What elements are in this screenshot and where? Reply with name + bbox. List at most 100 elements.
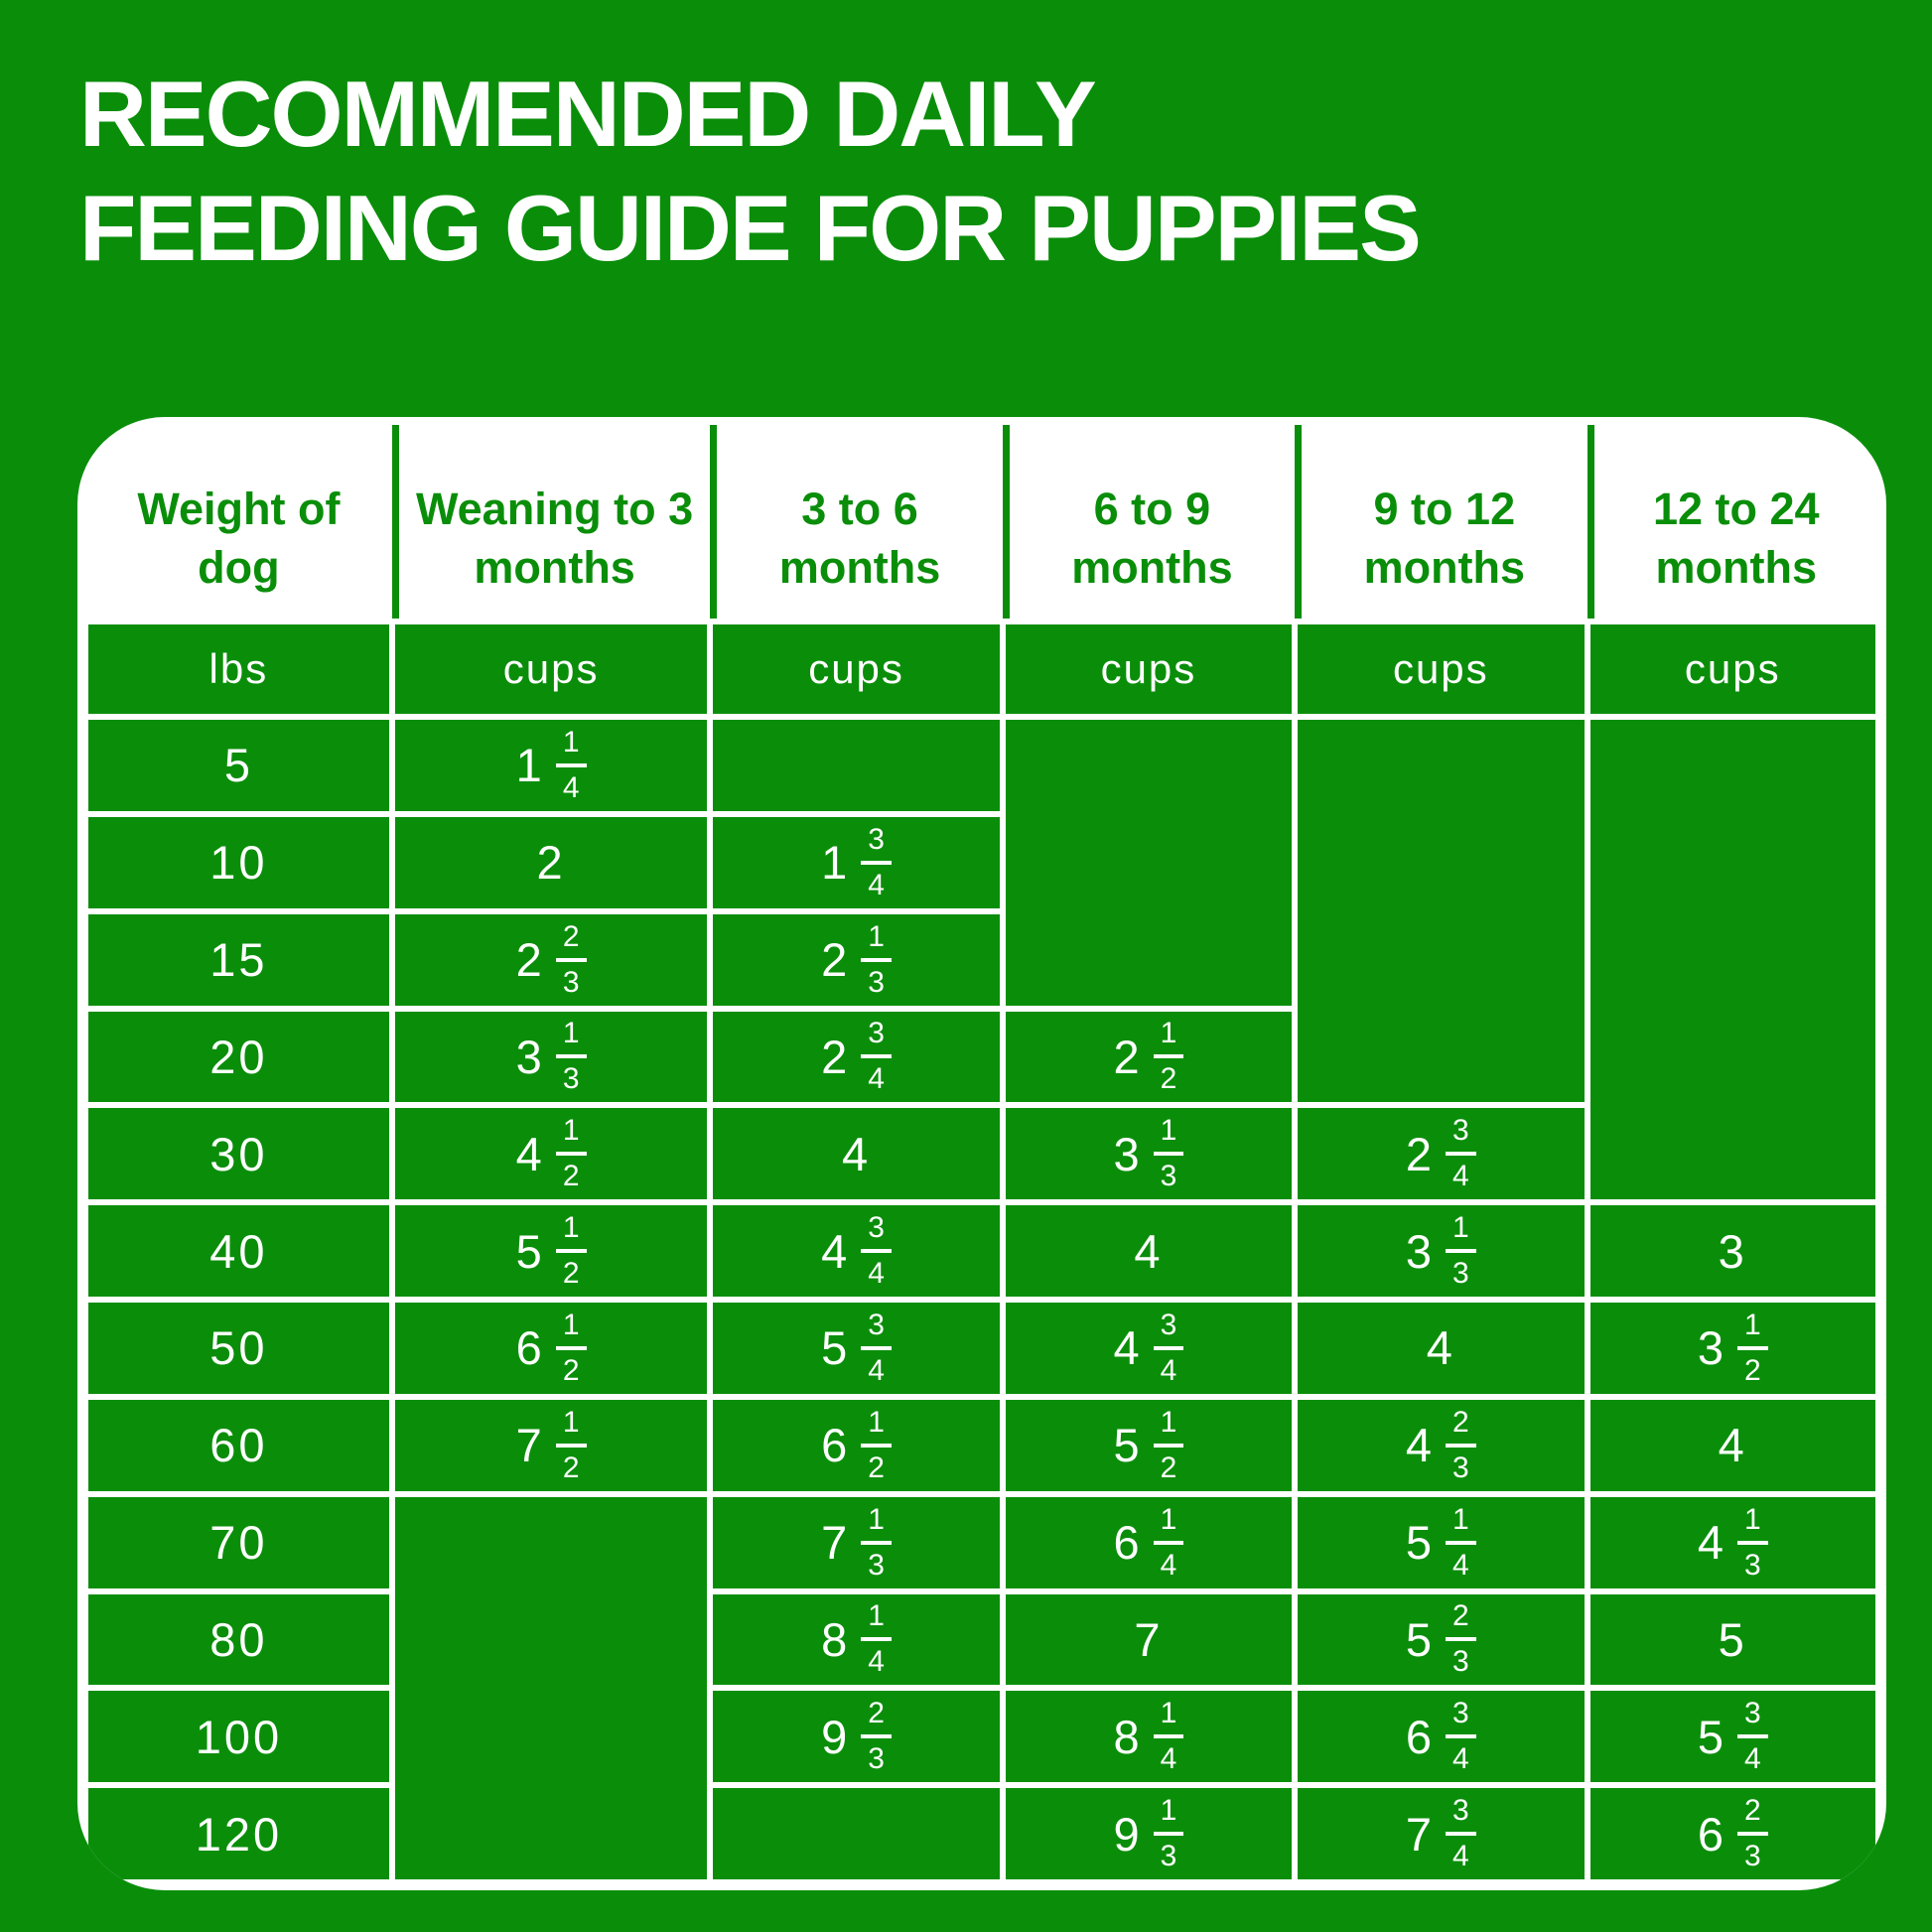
fraction-denominator: 4: [868, 1645, 885, 1679]
column-header-period-3: 6 to 9 months: [1002, 425, 1296, 619]
weight-cell: 60: [88, 1399, 389, 1491]
fraction-numerator: 1: [1153, 1504, 1184, 1545]
fraction-numerator: 3: [1446, 1796, 1476, 1837]
fraction-denominator: 2: [562, 1160, 580, 1193]
empty-merged-cell: [1298, 720, 1585, 1103]
weight-cell: 5: [88, 720, 389, 811]
fraction-numerator: 3: [861, 1213, 892, 1254]
fraction-numerator: 3: [861, 1019, 892, 1059]
column-header-weight: Weight of dog: [85, 425, 392, 619]
fraction-denominator: 4: [868, 1353, 885, 1387]
fraction-denominator: 2: [562, 1353, 580, 1387]
fraction-denominator: 3: [868, 1742, 885, 1776]
value-whole: 4: [841, 1127, 872, 1180]
fraction-denominator: 3: [1452, 1450, 1469, 1484]
fraction-denominator: 3: [1452, 1645, 1469, 1679]
empty-merged-cell: [1589, 720, 1875, 1200]
fraction-numerator: 2: [1736, 1796, 1768, 1837]
weight-cell: 20: [88, 1011, 389, 1103]
column-header-period-2: 3 to 6 months: [710, 425, 1003, 619]
fraction-denominator: 3: [868, 965, 885, 999]
fraction-numerator: 1: [861, 1407, 892, 1448]
fraction-numerator: 1: [555, 1310, 587, 1350]
fraction-denominator: 2: [562, 1450, 580, 1484]
fraction-denominator: 4: [868, 1062, 885, 1096]
weight-cell: 50: [88, 1303, 389, 1394]
value-whole: 2: [1113, 1030, 1143, 1083]
value-whole: 5: [1697, 1710, 1726, 1763]
fraction-denominator: 4: [868, 868, 885, 901]
fraction-denominator: 4: [1452, 1160, 1469, 1193]
value-whole: 6: [821, 1419, 851, 1472]
empty-cell: [713, 720, 1000, 811]
value-whole: 2: [1405, 1127, 1436, 1180]
value-whole: 5: [1718, 1612, 1747, 1666]
fraction-denominator: 2: [1160, 1450, 1177, 1484]
fraction-denominator: 3: [562, 1062, 580, 1096]
fraction-denominator: 4: [1160, 1353, 1177, 1387]
fraction-numerator: 1: [1446, 1504, 1476, 1545]
weight-cell: 15: [88, 913, 389, 1006]
value-whole: 2: [515, 933, 545, 987]
value-whole: 3: [1113, 1127, 1143, 1180]
value-whole: 5: [515, 1224, 545, 1278]
fraction-numerator: 1: [1736, 1504, 1768, 1545]
weight-cell: 100: [88, 1691, 389, 1783]
value-whole: 5: [1405, 1612, 1436, 1666]
value-cell: 4: [713, 1108, 1000, 1200]
weight-cell: 10: [88, 816, 389, 908]
fraction-denominator: 4: [1452, 1840, 1469, 1873]
fraction-numerator: 1: [1446, 1213, 1476, 1254]
value-whole: 6: [1405, 1710, 1436, 1763]
fraction-numerator: 1: [1153, 1019, 1184, 1059]
empty-merged-cell: [1005, 720, 1293, 1006]
feeding-guide-table: Weight of dog Weaning to 3 months 3 to 6 m…: [77, 417, 1886, 1890]
value-whole: 3: [1718, 1224, 1747, 1278]
fraction-numerator: 2: [555, 921, 587, 962]
value-whole: 5: [1113, 1419, 1143, 1472]
weight-cell: 120: [88, 1788, 389, 1879]
fraction-numerator: 3: [861, 824, 892, 865]
value-whole: 4: [1697, 1516, 1726, 1570]
value-cell: 5: [1589, 1593, 1875, 1686]
fraction-denominator: 3: [1452, 1257, 1469, 1291]
fraction-denominator: 3: [868, 1548, 885, 1582]
value-whole: 7: [821, 1516, 851, 1570]
fraction-numerator: 2: [1446, 1601, 1476, 1642]
fraction-denominator: 4: [868, 1257, 885, 1291]
